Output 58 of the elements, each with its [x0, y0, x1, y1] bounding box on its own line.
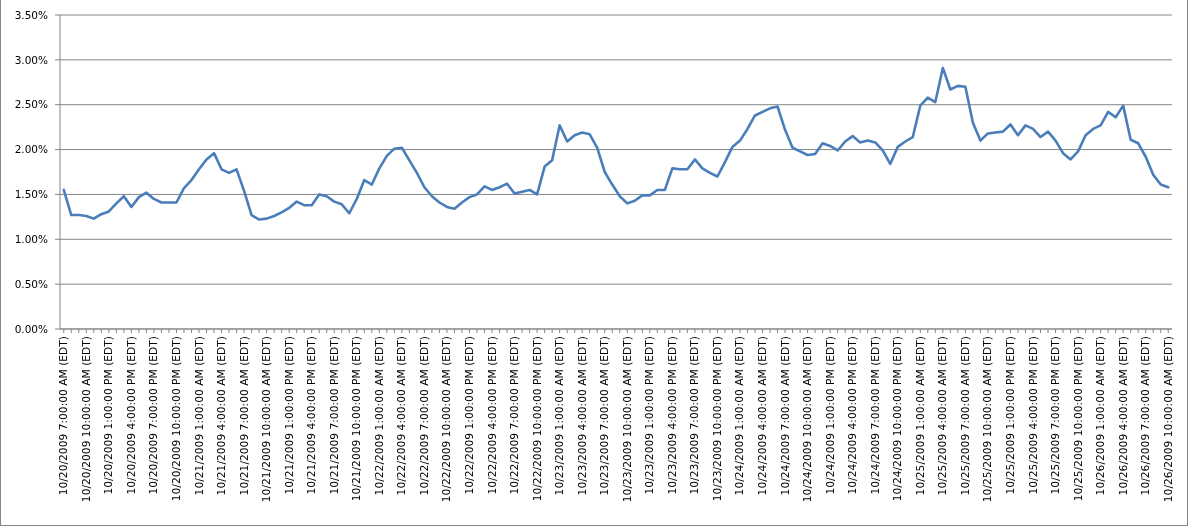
- x-tick-label: 10/21/2009 7:00:00 AM (EDT): [237, 336, 251, 496]
- y-tick-label: 3.50%: [14, 8, 49, 21]
- x-tick-label: 10/26/2009 7:00:00 AM (EDT): [1139, 336, 1153, 496]
- x-tick-label: 10/25/2009 10:00:00 AM (EDT): [981, 336, 995, 503]
- x-tick-label: 10/22/2009 1:00:00 PM (EDT): [462, 336, 476, 495]
- x-tick-label: 10/21/2009 10:00:00 PM (EDT): [350, 336, 364, 502]
- x-tick-label: 10/21/2009 10:00:00 AM (EDT): [260, 336, 274, 503]
- x-tick-label: 10/21/2009 4:00:00 PM (EDT): [305, 336, 319, 495]
- x-tick-label: 10/25/2009 4:00:00 PM (EDT): [1026, 336, 1040, 495]
- x-tick-label: 10/24/2009 1:00:00 PM (EDT): [823, 336, 837, 495]
- x-tick-label: 10/24/2009 1:00:00 AM (EDT): [733, 336, 747, 496]
- x-tick-label: 10/25/2009 1:00:00 AM (EDT): [913, 336, 927, 496]
- x-tick-label: 10/26/2009 4:00:00 AM (EDT): [1116, 336, 1130, 496]
- x-tick-label: 10/23/2009 1:00:00 AM (EDT): [553, 336, 567, 496]
- x-tick-label: 10/25/2009 7:00:00 AM (EDT): [958, 336, 972, 496]
- x-tick-label: 10/21/2009 1:00:00 PM (EDT): [282, 336, 296, 495]
- x-tick-label: 10/23/2009 7:00:00 AM (EDT): [598, 336, 612, 496]
- x-tick-label: 10/20/2009 7:00:00 AM (EDT): [57, 336, 71, 496]
- x-tick-label: 10/22/2009 7:00:00 AM (EDT): [417, 336, 431, 496]
- x-tick-label: 10/21/2009 1:00:00 AM (EDT): [192, 336, 206, 496]
- x-tick-label: 10/24/2009 10:00:00 AM (EDT): [801, 336, 815, 503]
- x-tick-label: 10/25/2009 4:00:00 AM (EDT): [936, 336, 950, 496]
- x-tick-label: 10/25/2009 10:00:00 PM (EDT): [1071, 336, 1085, 502]
- y-tick-label: 2.00%: [14, 143, 49, 156]
- x-tick-label: 10/23/2009 4:00:00 AM (EDT): [575, 336, 589, 496]
- x-tick-label: 10/25/2009 7:00:00 PM (EDT): [1049, 336, 1063, 495]
- y-tick-label: 2.50%: [14, 98, 49, 111]
- x-tick-label: 10/22/2009 10:00:00 PM (EDT): [530, 336, 544, 502]
- x-tick-label: 10/22/2009 1:00:00 AM (EDT): [372, 336, 386, 496]
- x-tick-label: 10/20/2009 1:00:00 PM (EDT): [102, 336, 116, 495]
- x-tick-label: 10/24/2009 10:00:00 PM (EDT): [891, 336, 905, 502]
- x-tick-label: 10/24/2009 4:00:00 AM (EDT): [756, 336, 770, 496]
- x-tick-label: 10/21/2009 7:00:00 PM (EDT): [327, 336, 341, 495]
- x-tick-label: 10/22/2009 7:00:00 PM (EDT): [508, 336, 522, 495]
- x-tick-label: 10/24/2009 7:00:00 AM (EDT): [778, 336, 792, 496]
- x-tick-label: 10/23/2009 10:00:00 AM (EDT): [620, 336, 634, 503]
- y-tick-label: 0.50%: [14, 277, 49, 290]
- y-tick-label: 1.50%: [14, 188, 49, 201]
- x-tick-label: 10/21/2009 4:00:00 AM (EDT): [215, 336, 229, 496]
- x-tick-label: 10/23/2009 4:00:00 PM (EDT): [665, 336, 679, 495]
- y-tick-label: 0.00%: [14, 322, 49, 335]
- x-tick-label: 10/23/2009 10:00:00 PM (EDT): [710, 336, 724, 502]
- x-tick-label: 10/22/2009 4:00:00 PM (EDT): [485, 336, 499, 495]
- x-tick-label: 10/20/2009 4:00:00 PM (EDT): [124, 336, 138, 495]
- x-tick-label: 10/25/2009 1:00:00 PM (EDT): [1003, 336, 1017, 495]
- y-tick-label: 1.00%: [14, 233, 49, 246]
- x-tick-label: 10/26/2009 1:00:00 AM (EDT): [1094, 336, 1108, 496]
- x-tick-label: 10/26/2009 10:00:00 AM (EDT): [1161, 336, 1175, 503]
- y-tick-label: 3.00%: [14, 53, 49, 66]
- x-tick-label: 10/23/2009 7:00:00 PM (EDT): [688, 336, 702, 495]
- x-tick-label: 10/23/2009 1:00:00 PM (EDT): [643, 336, 657, 495]
- x-tick-label: 10/20/2009 10:00:00 AM (EDT): [79, 336, 93, 503]
- x-tick-label: 10/24/2009 4:00:00 PM (EDT): [846, 336, 860, 495]
- x-tick-label: 10/20/2009 7:00:00 PM (EDT): [147, 336, 161, 495]
- x-tick-label: 10/20/2009 10:00:00 PM (EDT): [169, 336, 183, 502]
- x-tick-label: 10/22/2009 10:00:00 AM (EDT): [440, 336, 454, 503]
- x-tick-label: 10/24/2009 7:00:00 PM (EDT): [868, 336, 882, 495]
- x-tick-label: 10/22/2009 4:00:00 AM (EDT): [395, 336, 409, 496]
